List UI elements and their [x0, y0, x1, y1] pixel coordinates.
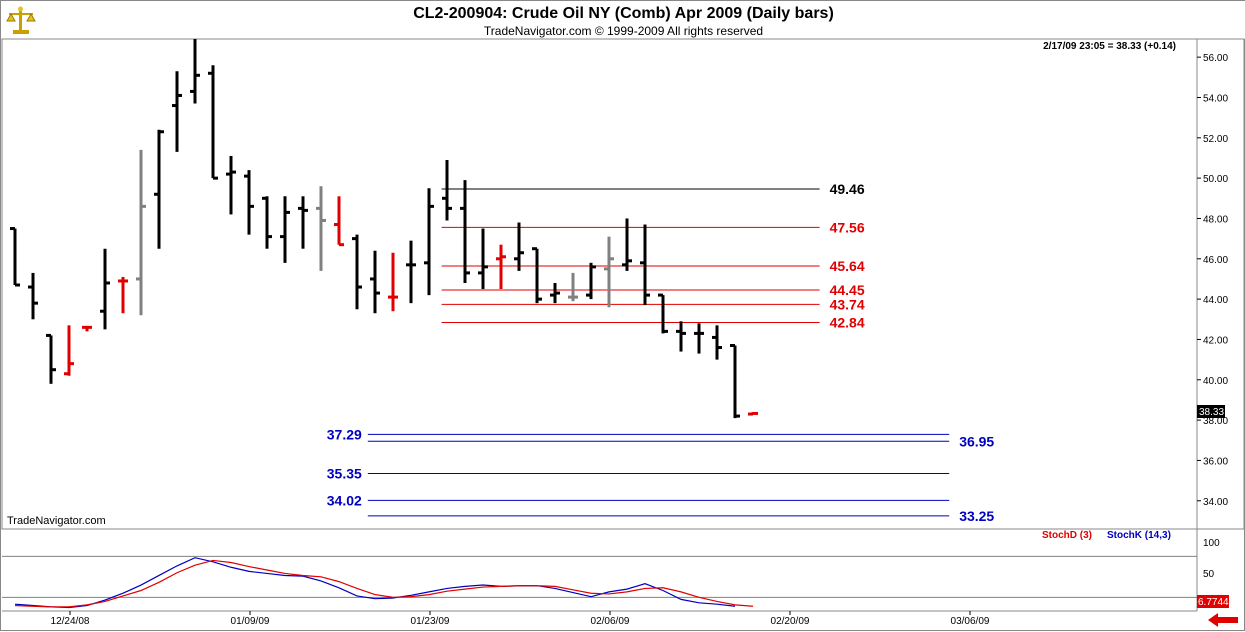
- status-readout: 2/17/09 23:05 = 38.33 (+0.14): [1043, 41, 1176, 52]
- indicator-tick-100: 100: [1203, 538, 1220, 549]
- price-tick-label: 48.00: [1203, 214, 1228, 225]
- scroll-left-arrow-icon[interactable]: [1208, 613, 1238, 627]
- level-label: 36.95: [959, 433, 994, 449]
- level-label: 49.46: [830, 181, 865, 197]
- date-tick-label: 12/24/08: [51, 616, 90, 627]
- level-label: 44.45: [830, 282, 865, 298]
- price-tick-label: 46.00: [1203, 255, 1228, 266]
- stochastic-panel: [2, 555, 1197, 609]
- level-label: 37.29: [327, 426, 362, 442]
- copyright-line: TradeNavigator.com © 1999-2009 All right…: [483, 24, 764, 38]
- level-label: 45.64: [830, 258, 865, 274]
- date-tick-label: 01/09/09: [231, 616, 270, 627]
- price-tick-label: 54.00: [1203, 93, 1228, 104]
- level-label: 42.84: [830, 315, 865, 331]
- price-axis: 56.00 54.00 52.00 50.00 48.00 46.00 44.00 42.00…: [1197, 53, 1228, 508]
- date-tick-label: 02/20/09: [771, 616, 810, 627]
- price-tick-label: 52.00: [1203, 134, 1228, 145]
- indicator-value-box: [1197, 595, 1229, 608]
- stochd-line: [14, 559, 754, 608]
- stochk-line: [14, 557, 736, 609]
- stochd-legend: StochD (3): [1042, 530, 1092, 541]
- stochk-legend: StochK (14,3): [1107, 530, 1171, 541]
- last-price-label: 38.33: [1199, 407, 1224, 418]
- date-tick-label: 03/06/09: [951, 616, 990, 627]
- level-label: 33.25: [959, 508, 994, 524]
- level-label: 43.74: [830, 296, 865, 312]
- date-tick-label: 02/06/09: [591, 616, 630, 627]
- indicator-value-label: 6.7744: [1198, 597, 1229, 608]
- watermark-text: TradeNavigator.com: [7, 515, 106, 527]
- price-tick-label: 36.00: [1203, 456, 1228, 467]
- price-tick-label: 50.00: [1203, 174, 1228, 185]
- price-tick-label: 40.00: [1203, 376, 1228, 387]
- scales-logo-icon: [6, 6, 36, 34]
- last-price-box: [1197, 405, 1225, 418]
- date-axis: 12/24/08 01/09/09 01/23/09 02/06/09 02/20/09…: [51, 611, 990, 627]
- chart-title: CL2-200904: Crude Oil NY (Comb) Apr 2009…: [413, 5, 834, 22]
- date-tick-label: 01/23/09: [411, 616, 450, 627]
- price-tick-label: 44.00: [1203, 295, 1228, 306]
- indicator-tick-50: 50: [1203, 569, 1215, 580]
- price-tick-label: 38.00: [1203, 416, 1228, 427]
- level-label: 35.35: [327, 466, 362, 482]
- price-bars: [10, 39, 758, 419]
- level-label: 47.56: [830, 219, 865, 235]
- price-tick-label: 42.00: [1203, 335, 1228, 346]
- price-tick-label: 56.00: [1203, 53, 1228, 64]
- price-tick-label: 34.00: [1203, 497, 1228, 508]
- level-label: 34.02: [327, 492, 362, 508]
- chart-header: CL2-200904: Crude Oil NY (Comb) Apr 2009…: [1, 1, 1245, 39]
- price-panel-border: [1, 38, 1245, 530]
